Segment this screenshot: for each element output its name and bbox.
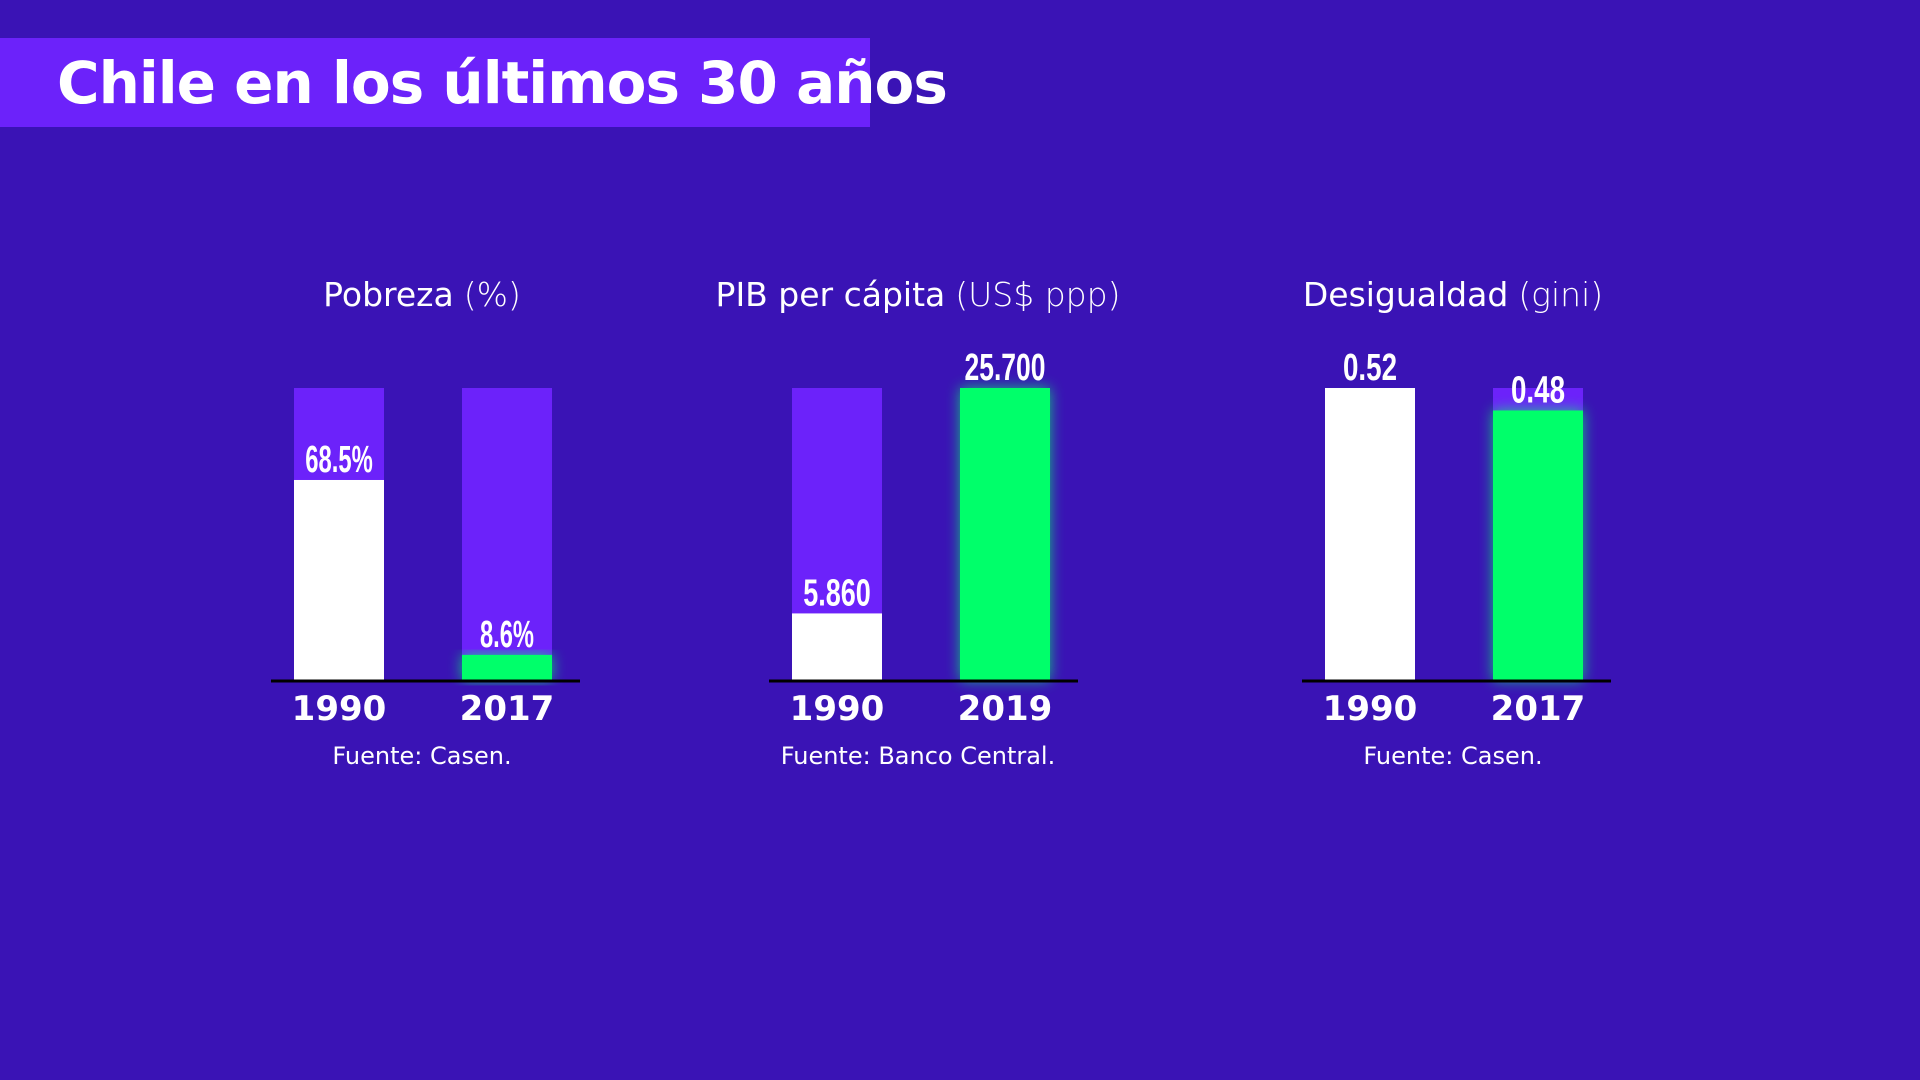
- chart-1: Pobreza (%) 68.5% 1990 8.6% 2017 Fuente: Casen…: [271, 275, 580, 770]
- tick-label: 2017: [460, 689, 555, 729]
- chart-title-unit: (US$ ppp): [955, 275, 1120, 314]
- data-label: 5.860: [803, 572, 871, 614]
- tick-label: 2017: [1491, 689, 1586, 729]
- data-label: 68.5%: [305, 439, 373, 481]
- source-note: Fuente: Banco Central.: [781, 742, 1055, 770]
- bar-1990: [792, 613, 882, 680]
- bar-2019: [960, 388, 1050, 680]
- chart-title-text: PIB per cápita: [716, 275, 946, 314]
- tick-label: 1990: [1323, 689, 1418, 729]
- data-label: 25.700: [965, 347, 1046, 389]
- chart-title-unit: (%): [464, 275, 521, 314]
- source-note: Fuente: Casen.: [332, 742, 511, 770]
- bar-1990: [1325, 388, 1415, 680]
- tick-label: 2019: [958, 689, 1053, 729]
- chart-2: PIB per cápita (US$ ppp) 5.860 1990 25.700 20…: [716, 275, 1121, 770]
- bar-2017: [1493, 410, 1583, 680]
- chart-title-text: Pobreza: [323, 275, 454, 314]
- data-label: 8.6%: [480, 614, 534, 656]
- chart-title: Pobreza (%): [323, 275, 521, 314]
- title-banner: Chile en los últimos 30 años: [0, 38, 948, 127]
- chart-title: Desigualdad (gini): [1303, 275, 1603, 314]
- tick-label: 1990: [790, 689, 885, 729]
- bar-1990: [294, 479, 384, 680]
- chart-title: PIB per cápita (US$ ppp): [716, 275, 1121, 314]
- source-note: Fuente: Casen.: [1363, 742, 1542, 770]
- chart-3: Desigualdad (gini) 0.52 1990 0.48 2017 Fuente:…: [1302, 275, 1611, 770]
- chart-title-unit: (gini): [1518, 275, 1603, 314]
- chart-title-text: Desigualdad: [1303, 275, 1508, 314]
- page-title: Chile en los últimos 30 años: [57, 48, 948, 117]
- tick-label: 1990: [292, 689, 387, 729]
- data-label: 0.52: [1343, 347, 1397, 389]
- data-label: 0.48: [1511, 369, 1565, 411]
- bar-track: [462, 388, 552, 680]
- bar-2017: [462, 654, 552, 680]
